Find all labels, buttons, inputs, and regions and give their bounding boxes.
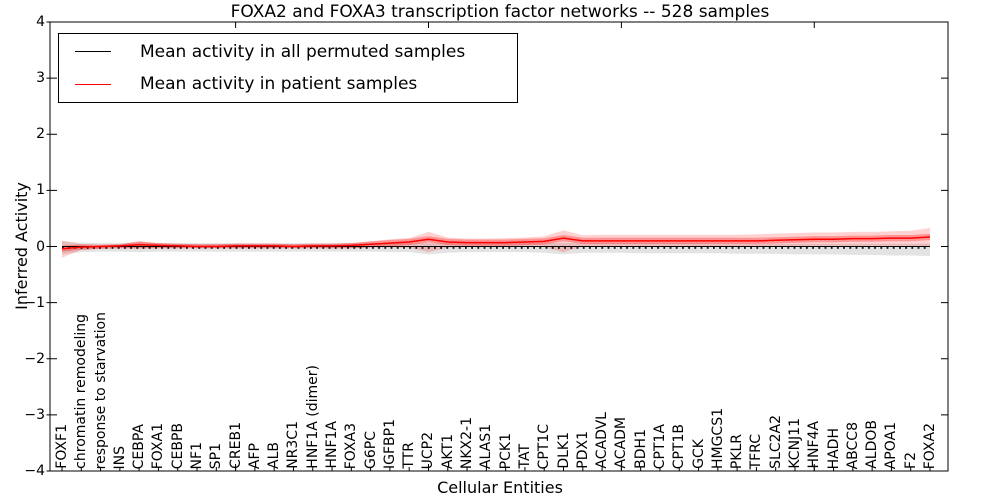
y-tick-label: −4 (24, 463, 45, 479)
x-tick-label: FOXA2 (922, 422, 938, 469)
x-tick-label: CPT1C (536, 423, 553, 469)
x-tick-label: CREB1 (227, 422, 244, 469)
x-tick-label: CPT1B (671, 423, 688, 469)
x-tick-label: FOXA1 (150, 422, 167, 469)
x-axis-label: Cellular Entities (437, 478, 563, 497)
x-tick-label: SLC2A2 (767, 415, 784, 469)
x-tick-label: DLK1 (555, 432, 572, 469)
x-tick-label: IGFBP1 (381, 419, 398, 469)
x-tick-label: FOXA3 (343, 422, 360, 469)
y-tick-label: 4 (36, 14, 45, 30)
x-tick-label: UCP2 (420, 431, 437, 469)
y-tick-label: −1 (24, 294, 45, 311)
y-tick-label: 0 (36, 238, 45, 255)
x-tick-label: HMGCS1 (709, 407, 726, 469)
x-tick-label: HNF1A (dimer) (304, 365, 321, 469)
x-tick-label: AKT1 (439, 433, 456, 469)
x-tick-label: APOA1 (883, 421, 900, 469)
patient-line-swatch (75, 83, 111, 85)
x-tick-label: GCK (690, 439, 707, 469)
x-tick-label: ACADVL (594, 412, 611, 469)
x-tick-label: PDX1 (574, 431, 591, 469)
x-tick-label: AFP (246, 442, 263, 469)
legend-label-patient: Mean activity in patient samples (140, 74, 418, 95)
permuted-line-swatch (75, 51, 111, 53)
x-tick-label: TAT (516, 444, 533, 469)
x-tick-label: ACADM (613, 417, 630, 469)
x-tick-label: TFRC (748, 433, 765, 469)
x-tick-label: HADH (825, 427, 842, 469)
x-tick-label: NR3C1 (285, 421, 302, 469)
y-tick-label: −2 (24, 350, 45, 367)
x-tick-label: ABCC8 (844, 421, 861, 469)
x-tick-label: PKLR (729, 433, 746, 469)
x-tick-label: ALDOB (864, 420, 881, 469)
x-tick-label: HNF1A (324, 421, 341, 469)
x-tick-label: F2 (902, 452, 919, 469)
x-tick-label: BDH1 (632, 429, 649, 469)
x-tick-label: TTR (401, 442, 418, 469)
x-tick-label: CEBPB (169, 422, 186, 469)
x-tick-label: NKX2-1 (459, 416, 476, 469)
y-tick-label: 1 (36, 182, 45, 199)
y-tick-label: −3 (24, 406, 45, 423)
x-tick-label: CEBPA (131, 423, 148, 469)
x-tick-label: ALAS1 (478, 423, 495, 469)
x-tick-label: SP1 (208, 442, 225, 469)
x-tick-label: HNF4A (806, 421, 823, 469)
x-tick-label: PCK1 (497, 432, 514, 469)
legend-row-permuted: Mean activity in all permuted samples (59, 37, 517, 67)
x-tick-label: response to starvation (92, 311, 109, 469)
x-tick-label: KCNJ11 (786, 418, 803, 469)
legend: Mean activity in all permuted samples Me… (58, 33, 518, 103)
legend-label-permuted: Mean activity in all permuted samples (140, 41, 466, 62)
y-tick-label: 2 (36, 126, 45, 143)
x-tick-label: CPT1A (651, 423, 668, 469)
x-tick-label: FOXF1 (54, 424, 70, 469)
x-tick-label: chromatin remodeling (73, 314, 90, 469)
x-tick-label: NF1 (189, 441, 206, 469)
chart-title: FOXA2 and FOXA3 transcription factor net… (230, 2, 770, 22)
x-tick-label: G6PC (362, 431, 379, 469)
patient-mean-line (61, 236, 931, 250)
legend-row-patient: Mean activity in patient samples (59, 69, 517, 99)
x-tick-label: ALB (266, 442, 283, 469)
x-tick-label: INS (111, 445, 128, 470)
y-tick-label: 3 (36, 70, 45, 87)
